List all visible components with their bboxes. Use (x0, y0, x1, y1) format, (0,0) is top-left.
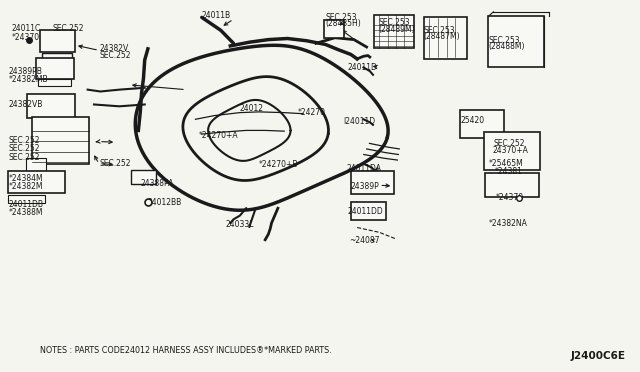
Text: 24382V: 24382V (99, 44, 128, 52)
Text: 24011DB: 24011DB (8, 200, 44, 209)
Text: *24381: *24381 (495, 167, 523, 176)
Text: *24370: *24370 (495, 193, 524, 202)
Text: J2400C6E: J2400C6E (571, 352, 625, 362)
Bar (324, 20, 344, 38)
Text: SEC.252: SEC.252 (52, 24, 84, 33)
Bar (131, 170, 156, 184)
Bar (351, 171, 394, 194)
Text: 24011C: 24011C (12, 24, 41, 33)
Text: 24382VB: 24382VB (8, 100, 43, 109)
Text: 24012BB: 24012BB (148, 198, 182, 207)
Text: *24270+A: *24270+A (198, 131, 238, 141)
Bar (32, 118, 89, 164)
Text: 24388PA: 24388PA (140, 179, 173, 188)
Bar (8, 195, 45, 203)
Text: 24370+A: 24370+A (492, 146, 528, 155)
Text: 24033L: 24033L (226, 220, 254, 229)
Text: *24382M: *24382M (8, 182, 43, 191)
Text: SEC.253: SEC.253 (488, 36, 520, 45)
Text: SEC.252: SEC.252 (8, 136, 40, 145)
Text: SEC.252: SEC.252 (8, 144, 40, 153)
Bar (42, 53, 72, 67)
Text: (28489M): (28489M) (378, 25, 415, 34)
Text: 24011DD: 24011DD (348, 208, 383, 217)
Text: SEC.252: SEC.252 (99, 159, 131, 168)
Bar (484, 132, 540, 170)
Text: *24382NA: *24382NA (489, 219, 528, 228)
Text: *24384M: *24384M (8, 174, 43, 183)
Text: SEC.252: SEC.252 (493, 139, 525, 148)
Bar (374, 15, 413, 48)
Bar (38, 79, 71, 86)
Text: NOTES : PARTS CODE24012 HARNESS ASSY INCLUDES®*MARKED PARTS.: NOTES : PARTS CODE24012 HARNESS ASSY INC… (40, 346, 332, 355)
Text: ~24087: ~24087 (349, 236, 380, 246)
Bar (488, 16, 544, 67)
Text: *24270+B: *24270+B (259, 160, 298, 169)
Text: SEC.253: SEC.253 (378, 19, 410, 28)
Bar (8, 171, 65, 193)
Text: *24382MB: *24382MB (8, 75, 48, 84)
Text: SEC.253: SEC.253 (424, 26, 455, 35)
Text: SEC.253: SEC.253 (325, 13, 357, 22)
Text: *24388M: *24388M (8, 208, 43, 217)
Text: (28488M): (28488M) (488, 42, 525, 51)
Text: (28485H): (28485H) (325, 19, 361, 28)
Text: 24389PB: 24389PB (8, 67, 42, 76)
Text: I24011D: I24011D (343, 118, 375, 126)
Text: *25465M: *25465M (489, 159, 524, 168)
Bar (40, 30, 75, 52)
Text: 24011D: 24011D (348, 63, 378, 72)
Text: 25420: 25420 (461, 116, 484, 125)
Text: 24389P: 24389P (351, 182, 380, 190)
Text: *24270: *24270 (298, 108, 326, 117)
Bar (485, 173, 539, 197)
Text: 24012: 24012 (240, 104, 264, 113)
Text: (28487M): (28487M) (424, 32, 460, 41)
Text: SEC.252: SEC.252 (8, 153, 40, 162)
Bar (461, 110, 504, 138)
Bar (424, 17, 467, 59)
Text: SEC.252: SEC.252 (99, 51, 131, 60)
Bar (26, 158, 46, 171)
Text: 24011B: 24011B (202, 11, 231, 20)
Bar (36, 58, 74, 78)
Text: 24011DA: 24011DA (346, 164, 381, 173)
Text: *24370: *24370 (12, 33, 40, 42)
Bar (351, 202, 386, 220)
Bar (28, 94, 75, 118)
